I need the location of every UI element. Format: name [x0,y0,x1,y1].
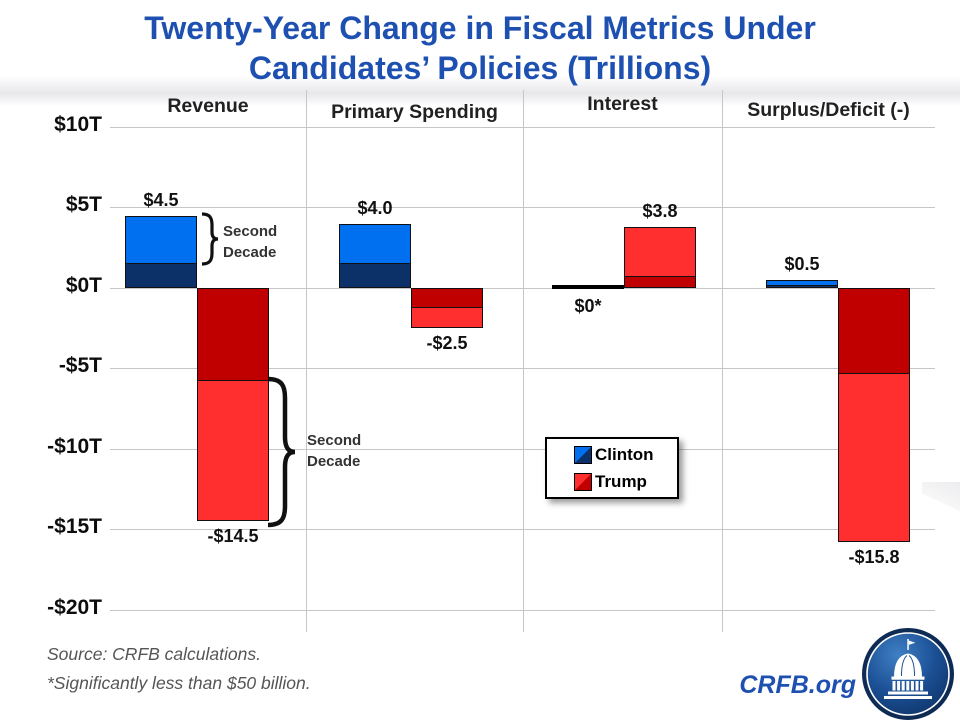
bar-clinton-interest [552,285,624,289]
bar-label-clinton-interest: $0* [574,296,602,316]
y-axis-tick-label: -$15T [47,515,102,538]
clinton-swatch-icon [574,445,592,464]
chart-title: Twenty-Year Change in Fiscal Metrics Und… [0,8,960,88]
small-brace-icon [201,212,219,266]
bar-label-trump-revenue: -$14.5 [207,526,259,547]
bar-segment-first-decade [198,289,268,381]
bar-label-clinton-primary-spending: $4.0 [357,197,393,218]
bar-label-clinton-revenue: $4.5 [143,189,179,210]
y-axis-tick-label: -$10T [47,435,102,458]
bar-label-trump-primary-spending: -$2.5 [426,333,468,354]
bar-trump-surplus-deficit- [838,288,910,543]
bar-segment-first-decade [767,285,837,287]
bar-trump-interest [624,226,696,288]
bar-segment-first-decade [839,289,909,375]
gridline-horizontal [110,610,935,611]
background-swoosh [922,482,960,548]
bar-clinton-revenue [125,215,197,288]
footnote: *Significantly less than $50 billion. [47,673,311,693]
bar-clinton-primary-spending [339,223,411,288]
bar-label-trump-interest: $3.8 [642,200,678,221]
background-band [0,76,960,106]
y-axis-tick-label: -$20T [47,596,102,619]
legend-item-clinton: Clinton [574,445,677,465]
second-decade-annotation-trump: Second Decade [307,432,362,470]
gridline-horizontal [110,288,935,289]
y-axis-tick-label: $10T [54,113,102,136]
bar-segment-first-decade [126,262,196,287]
bar-segment-first-decade [412,289,482,309]
chart-title-line2: Candidates’ Policies (Trillions) [248,50,712,86]
y-axis-tick-label: -$5T [58,354,102,377]
y-axis-tick-label: $5T [65,193,102,216]
trump-swatch-icon [574,472,592,491]
column-header-primary-spending: Primary Spending [331,101,498,123]
gridline-vertical [306,90,307,632]
legend-item-trump: Trump [574,472,677,492]
bar-segment-first-decade [340,262,410,287]
gridline-horizontal [110,127,935,128]
legend-label-clinton: Clinton [595,444,654,464]
crfb-website-link[interactable]: CRFB.org [739,671,856,699]
bar-segment-first-decade [625,275,695,287]
legend: Clinton Trump [545,437,679,499]
second-decade-annotation-clinton: Second Decade [223,223,278,261]
column-header-revenue: Revenue [167,95,249,117]
column-header-interest: Interest [587,93,658,115]
bar-clinton-surplus-deficit- [766,279,838,288]
column-header-surplus-deficit-: Surplus/Deficit (-) [747,99,910,121]
gridline-vertical [523,90,524,632]
source-note: Source: CRFB calculations. [47,644,261,664]
y-axis-tick-label: $0T [65,274,102,297]
gridline-horizontal [110,207,935,208]
legend-label-trump: Trump [595,471,647,491]
gridline-horizontal [110,529,935,530]
crfb-capitol-logo-icon [862,628,954,720]
large-brace-icon [267,376,296,528]
gridline-vertical [722,90,723,632]
bar-label-trump-surplus-deficit-: -$15.8 [848,547,900,568]
chart-title-line1: Twenty-Year Change in Fiscal Metrics Und… [144,10,816,46]
gridline-horizontal [110,449,935,450]
bar-trump-primary-spending [411,288,483,329]
bar-trump-revenue [197,288,269,522]
bar-label-clinton-surplus-deficit-: $0.5 [784,253,820,274]
gridline-horizontal [110,368,935,369]
